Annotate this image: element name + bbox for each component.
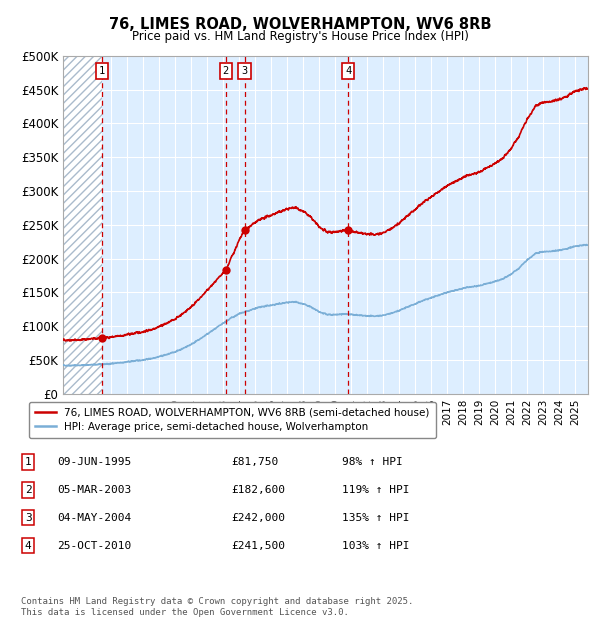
- Text: 3: 3: [241, 66, 248, 76]
- Text: 119% ↑ HPI: 119% ↑ HPI: [342, 485, 409, 495]
- Text: 2: 2: [25, 485, 32, 495]
- Bar: [63, 56, 102, 394]
- Text: 76, LIMES ROAD, WOLVERHAMPTON, WV6 8RB: 76, LIMES ROAD, WOLVERHAMPTON, WV6 8RB: [109, 17, 491, 32]
- Text: 135% ↑ HPI: 135% ↑ HPI: [342, 513, 409, 523]
- Text: £182,600: £182,600: [231, 485, 285, 495]
- Text: 4: 4: [25, 541, 32, 551]
- Text: Contains HM Land Registry data © Crown copyright and database right 2025.
This d: Contains HM Land Registry data © Crown c…: [21, 598, 413, 617]
- Text: 4: 4: [345, 66, 351, 76]
- Text: 103% ↑ HPI: 103% ↑ HPI: [342, 541, 409, 551]
- Legend: 76, LIMES ROAD, WOLVERHAMPTON, WV6 8RB (semi-detached house), HPI: Average price: 76, LIMES ROAD, WOLVERHAMPTON, WV6 8RB (…: [29, 402, 436, 438]
- Text: 1: 1: [25, 457, 32, 467]
- Text: 2: 2: [223, 66, 229, 76]
- Text: 98% ↑ HPI: 98% ↑ HPI: [342, 457, 403, 467]
- Text: £81,750: £81,750: [231, 457, 278, 467]
- Text: 3: 3: [25, 513, 32, 523]
- Text: 05-MAR-2003: 05-MAR-2003: [57, 485, 131, 495]
- Text: £242,000: £242,000: [231, 513, 285, 523]
- Text: 04-MAY-2004: 04-MAY-2004: [57, 513, 131, 523]
- Text: 25-OCT-2010: 25-OCT-2010: [57, 541, 131, 551]
- Text: £241,500: £241,500: [231, 541, 285, 551]
- Text: 09-JUN-1995: 09-JUN-1995: [57, 457, 131, 467]
- Text: Price paid vs. HM Land Registry's House Price Index (HPI): Price paid vs. HM Land Registry's House …: [131, 30, 469, 43]
- Text: 1: 1: [99, 66, 105, 76]
